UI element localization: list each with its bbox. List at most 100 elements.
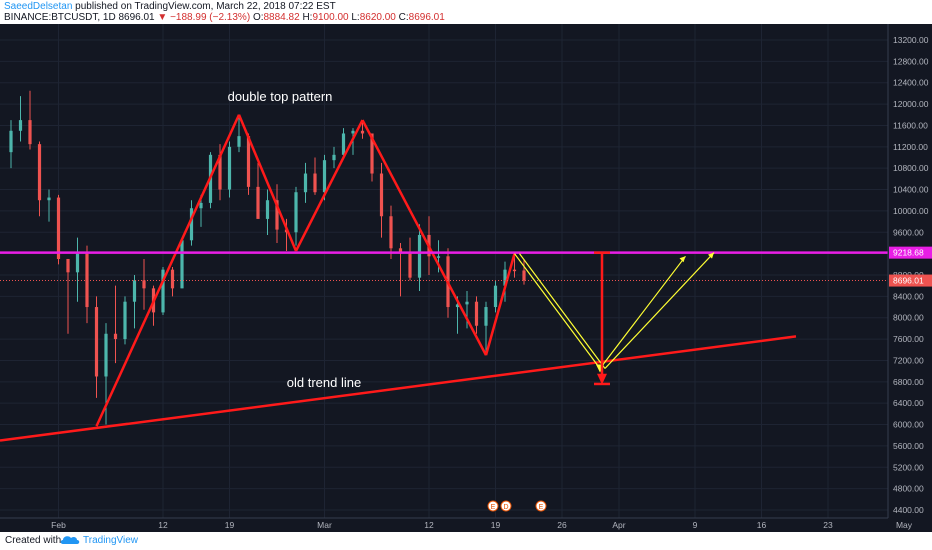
price-tick-label: 6400.00 (893, 398, 924, 408)
price-tick-label: 7600.00 (893, 334, 924, 344)
candle-body (246, 136, 251, 187)
candle (66, 258, 70, 334)
candle (313, 157, 317, 195)
candle-body (313, 173, 317, 193)
candle (522, 258, 526, 285)
level-price-tag: 9218.68 (889, 246, 932, 259)
candle-body (265, 200, 270, 219)
candle (493, 280, 498, 313)
candle (408, 237, 412, 281)
candle-body (303, 173, 308, 193)
event-badge: E (535, 500, 547, 512)
candle-body (132, 280, 137, 302)
event-badge-icon (500, 500, 512, 512)
level-price-tag-bg (889, 246, 932, 259)
time-tick-label: 19 (225, 520, 235, 530)
down-arrow-icon: ▼ (157, 12, 168, 23)
publish-info: SaeedDelsetan published on TradingView.c… (4, 1, 336, 12)
price-axis[interactable]: 13200.00 12800.00 12400.00 12000.00 11600.00… (887, 24, 932, 532)
event-badge: E (487, 500, 499, 512)
price-tick-label: 10000.00 (893, 206, 929, 216)
candle (332, 146, 336, 169)
event-badge-icon (487, 500, 499, 512)
candle-body (455, 304, 460, 308)
candle-body (56, 197, 61, 259)
candle (161, 266, 165, 316)
current-price-tag-bg (889, 274, 932, 287)
candle-body (360, 130, 365, 134)
double-top-segment (95, 114, 241, 427)
projection-arrow-icon (679, 256, 686, 263)
candle-body (37, 144, 42, 201)
footer: Created with TradingView (0, 532, 932, 550)
current-price-tag: 8696.01 (889, 274, 932, 287)
symbol-info: BINANCE:BTCUSDT, 1D 8696.01 ▼ −188.99 (−… (4, 12, 445, 23)
double-top-segment (361, 119, 488, 356)
price-tick-label: 13200.00 (893, 35, 929, 45)
old-trend-line (0, 335, 797, 442)
candle-body (104, 333, 108, 377)
published-text: published on TradingView.com, March 22, … (75, 1, 336, 12)
projection-up-line (604, 252, 715, 369)
candle (465, 291, 469, 329)
candle-body (474, 301, 479, 326)
double-top-segment (484, 253, 516, 356)
candle-body (75, 253, 80, 273)
candle-body (332, 154, 336, 161)
candle-body (370, 133, 374, 174)
close-label: C: (398, 12, 409, 23)
candle (28, 90, 32, 150)
candle-body (113, 333, 118, 340)
candle (227, 141, 232, 198)
candle (265, 189, 270, 235)
time-axis[interactable]: Feb 12 19 Mar 12 19 26 Apr 9 16 23 May (0, 517, 932, 532)
candle-body (465, 301, 469, 305)
tradingview-cloud-icon (60, 536, 80, 544)
candle-body (18, 120, 23, 131)
price-tick-label: 12800.00 (893, 56, 929, 66)
candle (18, 96, 23, 142)
price-tick-label: 8000.00 (893, 313, 924, 323)
price-tick-label: 11600.00 (893, 120, 928, 130)
event-badge-icon (535, 500, 547, 512)
time-tick-label: Apr (612, 520, 625, 530)
candle-body (417, 234, 422, 278)
time-tick-label: May (896, 520, 913, 530)
current-price-tag-label: 8696.01 (893, 276, 924, 286)
candle-body (218, 154, 222, 190)
author-link[interactable]: SaeedDelsetan (4, 1, 73, 12)
candle-body (47, 197, 51, 201)
candle (142, 258, 146, 310)
candle (379, 162, 384, 238)
candle (94, 296, 99, 398)
candle-body (142, 280, 146, 289)
candle-body (322, 160, 327, 193)
tradingview-brand[interactable]: TradingView (83, 535, 139, 546)
trend-line-label: old trend line (287, 375, 361, 390)
candle-body (389, 216, 393, 249)
event-badge-letter: E (539, 504, 544, 511)
price-tick-label: 9600.00 (893, 227, 924, 237)
candle (417, 224, 422, 292)
price-tick-label: 6800.00 (893, 377, 924, 387)
candle (237, 114, 241, 153)
candle-body (341, 133, 346, 155)
projection-arrow-icon (708, 252, 714, 259)
open-label: O: (252, 12, 264, 23)
candle (189, 200, 194, 246)
candle-body (28, 120, 32, 145)
candle-body (408, 253, 412, 278)
price-change: −188.99 (−2.13%) (170, 12, 251, 23)
candle (37, 141, 42, 217)
candle (294, 186, 298, 246)
low-label: L: (351, 12, 360, 23)
price-tick-label: 4400.00 (893, 505, 924, 515)
candle-body (66, 258, 70, 273)
projection-down-line (519, 253, 606, 369)
candle (512, 256, 517, 278)
price-tick-label: 8400.00 (893, 291, 924, 301)
double-top-segment (237, 114, 298, 252)
time-tick-label: 12 (158, 520, 168, 530)
